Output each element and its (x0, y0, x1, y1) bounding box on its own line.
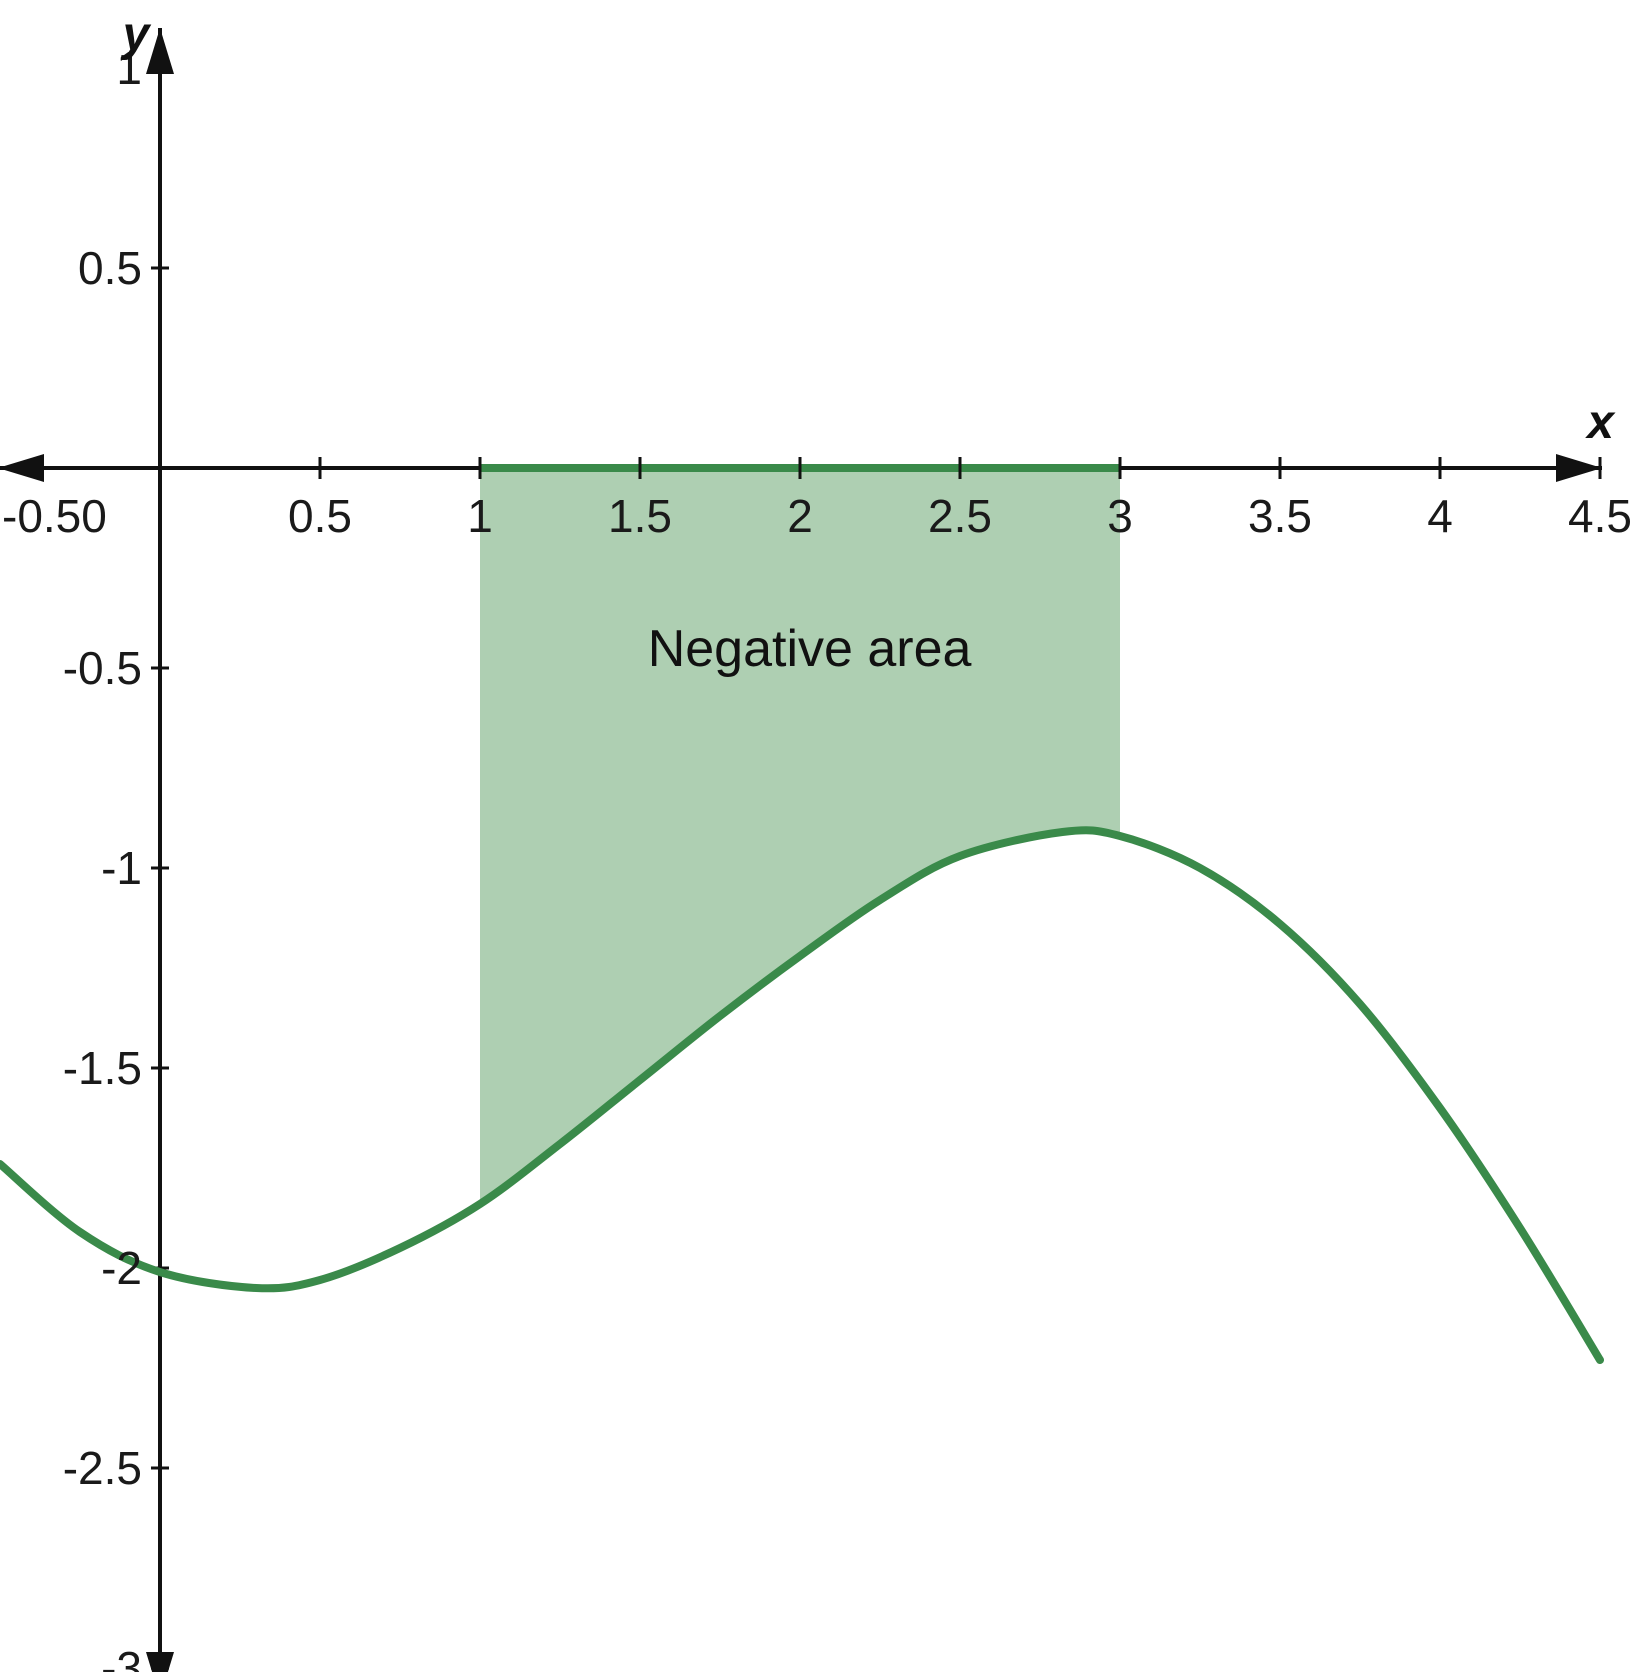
x-tick-label: 1 (467, 490, 493, 542)
x-tick-label: 3.5 (1248, 490, 1312, 542)
shaded-area (480, 468, 1120, 1204)
x-axis-left-arrow (0, 454, 44, 482)
x-tick-label: -0.50 (2, 490, 107, 542)
y-tick-label: 1 (116, 42, 142, 94)
y-tick-label: -1 (101, 842, 142, 894)
x-axis-right-arrow (1556, 454, 1602, 482)
x-tick-label: 0.5 (288, 490, 352, 542)
x-tick-label: 1.5 (608, 490, 672, 542)
y-tick-label: -3 (101, 1642, 142, 1672)
y-tick-label: -1.5 (63, 1042, 142, 1094)
y-tick-label: -0.5 (63, 642, 142, 694)
curve-line (0, 826, 1604, 1364)
annotation-label: Negative area (648, 620, 972, 678)
x-axis-title: x (1584, 396, 1616, 449)
y-tick-label: -2 (101, 1242, 142, 1294)
x-tick-label: 4.5 (1568, 490, 1631, 542)
x-tick-label: 2.5 (928, 490, 992, 542)
y-tick-label: 0.5 (78, 242, 142, 294)
x-tick-label: 3 (1107, 490, 1133, 542)
x-tick-label: 2 (787, 490, 813, 542)
y-tick-label: -2.5 (63, 1442, 142, 1494)
y-axis-title: y (121, 8, 152, 61)
y-axis-top-arrow (146, 28, 174, 74)
x-tick-label: 4 (1427, 490, 1453, 542)
